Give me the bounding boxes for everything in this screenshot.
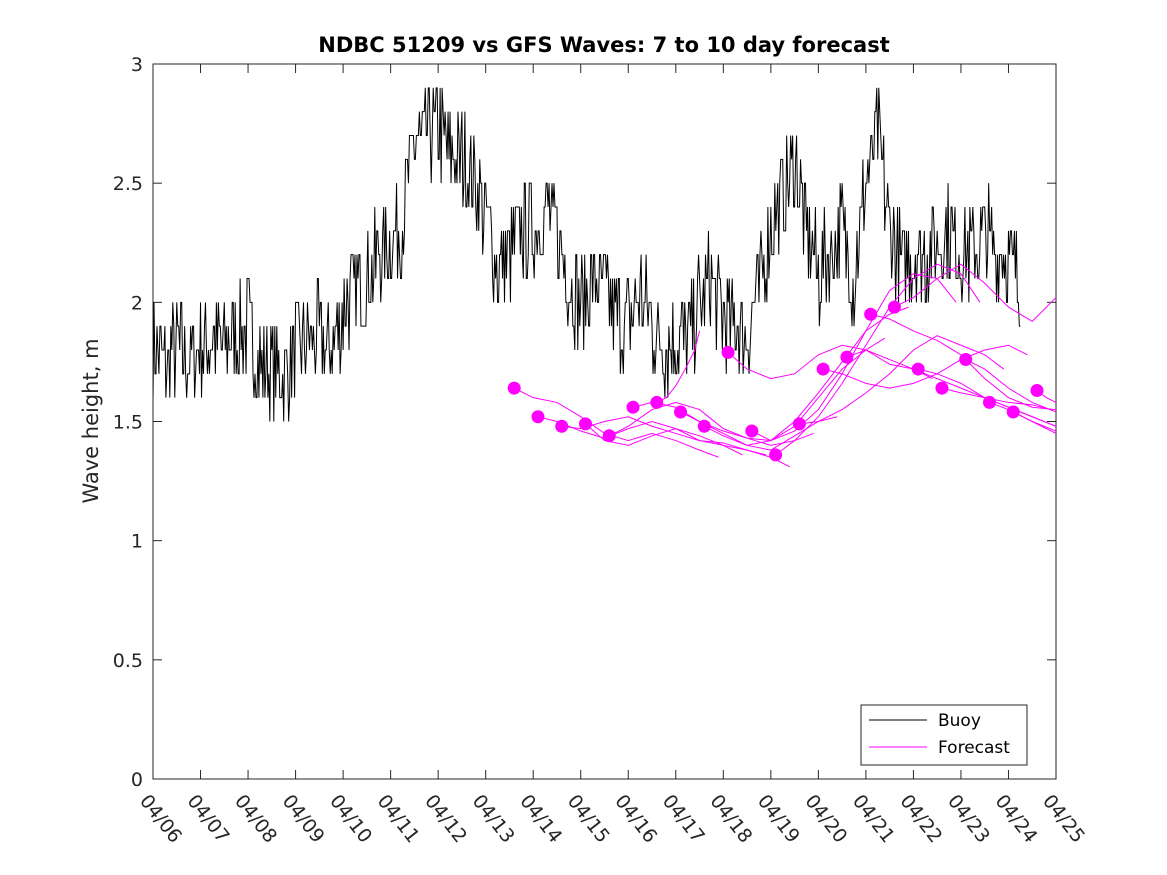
x-tick-label: 04/15: [563, 791, 614, 848]
forecast-marker: [626, 400, 640, 414]
x-tick-label: 04/19: [753, 791, 804, 848]
x-tick-label: 04/17: [658, 791, 709, 848]
y-axis-label: Wave height, m: [79, 338, 103, 503]
forecast-marker: [959, 353, 973, 367]
forecast-line: [680, 337, 886, 442]
y-tick-label: 2.5: [113, 173, 143, 195]
forecast-marker: [602, 429, 616, 443]
forecast-line: [537, 416, 743, 456]
y-tick-label: 1: [131, 531, 143, 553]
x-tick-label: 04/25: [1038, 791, 1089, 848]
x-tick-label: 04/10: [325, 791, 376, 848]
legend-box: [860, 704, 1028, 766]
x-tick-label: 04/07: [183, 791, 234, 848]
chart-title: NDBC 51209 vs GFS Waves: 7 to 10 day for…: [318, 33, 889, 57]
forecast-marker: [935, 381, 949, 395]
forecast-line: [727, 344, 933, 380]
x-tick-label: 04/24: [991, 791, 1042, 848]
forecast-marker: [697, 419, 711, 433]
forecast-line: [846, 349, 1052, 411]
forecast-marker: [769, 448, 783, 462]
x-tick-label: 04/12: [420, 791, 471, 848]
forecast-line: [609, 401, 814, 446]
forecast-marker: [1030, 384, 1044, 398]
forecast-marker: [745, 424, 759, 438]
forecast-marker: [555, 419, 569, 433]
forecast-line: [1013, 411, 1056, 434]
buoy-line: [153, 87, 1021, 422]
forecast-marker: [911, 362, 925, 376]
legend: Buoy Forecast: [860, 704, 1028, 766]
forecast-marker: [840, 350, 854, 364]
forecast-line: [799, 335, 1005, 425]
x-tick-label: 04/21: [848, 791, 899, 848]
forecast-marker: [816, 362, 830, 376]
forecast-marker: [578, 417, 592, 431]
y-tick-label: 2: [131, 292, 143, 314]
forecast-marker: [792, 417, 806, 431]
y-tick-label: 1.5: [113, 412, 143, 434]
forecast-marker: [887, 300, 901, 314]
x-tick-label: 04/23: [943, 791, 994, 848]
forecast-marker: [674, 405, 688, 419]
y-tick-label: 0: [131, 769, 143, 791]
forecast-line: [704, 306, 909, 446]
forecast-marker: [1006, 405, 1020, 419]
forecast-marker: [531, 410, 545, 424]
forecast-line: [894, 263, 1056, 323]
forecast-marker: [982, 395, 996, 409]
forecast-line: [822, 344, 1028, 389]
x-tick-label: 04/14: [515, 791, 566, 848]
forecast-line: [632, 401, 838, 451]
y-tick-label: 3: [131, 54, 143, 76]
forecast-line: [561, 416, 767, 456]
forecast-marker: [721, 345, 735, 359]
data-layer: [153, 87, 1056, 468]
forecast-line: [775, 263, 981, 456]
forecast-line: [585, 423, 791, 468]
x-tick-label: 04/08: [230, 791, 281, 848]
y-tick-label: 0.5: [113, 650, 143, 672]
x-tick-label: 04/09: [278, 791, 329, 848]
x-tick-label: 04/13: [468, 791, 519, 848]
x-tick-label: 04/18: [705, 791, 756, 848]
x-tick-label: 04/22: [895, 791, 946, 848]
forecast-marker: [650, 395, 664, 409]
x-tick-label: 04/16: [610, 791, 661, 848]
x-tick-label: 04/20: [800, 791, 851, 848]
forecast-marker: [864, 307, 878, 321]
x-tick-label: 04/11: [373, 791, 424, 848]
forecast-line: [513, 387, 719, 458]
forecast-line: [965, 359, 1056, 413]
forecast-line: [656, 330, 701, 403]
forecast-line: [751, 273, 957, 442]
forecast-line: [870, 313, 1056, 411]
legend-label-buoy: Buoy: [938, 711, 981, 731]
forecast-line: [941, 387, 1056, 427]
forecast-marker: [507, 381, 521, 395]
legend-label-forecast: Forecast: [938, 738, 1010, 758]
x-tick-label: 04/06: [135, 791, 186, 848]
